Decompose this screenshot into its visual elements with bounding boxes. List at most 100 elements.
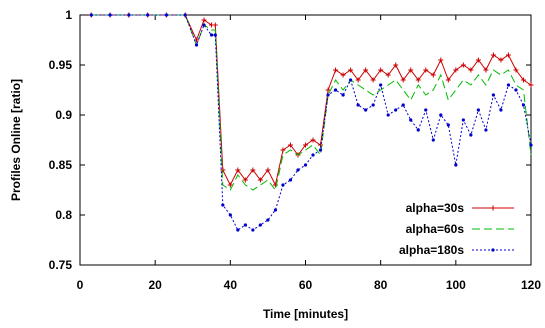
series-3-point <box>266 218 270 222</box>
series-3-point <box>258 223 262 227</box>
series-3-point <box>183 13 187 17</box>
series-3-point <box>356 103 360 107</box>
series-3-point <box>202 23 206 27</box>
series-1-point <box>490 52 496 58</box>
series-3-point <box>431 138 435 142</box>
x-tick-label: 80 <box>374 278 388 292</box>
y-axis: 0.75 0.8 0.85 0.9 0.95 1 <box>49 8 531 272</box>
series-1-point <box>242 177 248 183</box>
series-3-point <box>439 113 443 117</box>
series-1-point <box>505 52 511 58</box>
series-1-point <box>287 142 293 148</box>
series-1-point <box>415 77 421 83</box>
series-1-point <box>348 67 354 73</box>
series-3-point <box>127 13 131 17</box>
legend-label: alpha=180s <box>399 243 464 257</box>
series-1-point <box>333 67 339 73</box>
series-3-point <box>424 108 428 112</box>
y-tick-label: 0.95 <box>49 58 73 72</box>
series-3-point <box>296 168 300 172</box>
series-3-point <box>394 108 398 112</box>
series-3-point <box>371 103 375 107</box>
series-3-point <box>521 103 526 107</box>
series-line <box>91 14 532 187</box>
series-3-point <box>333 88 338 92</box>
series-3-point <box>209 33 214 37</box>
series-1-point <box>355 77 361 83</box>
x-tick-label: 120 <box>521 278 541 292</box>
series-3-point <box>364 108 368 112</box>
x-tick-label: 100 <box>446 278 466 292</box>
series-layer <box>88 12 534 232</box>
series-3-point <box>146 13 150 17</box>
series-1-point <box>235 167 241 173</box>
series-3-point <box>349 78 353 82</box>
series-3-point <box>506 83 511 87</box>
series-3-point <box>243 223 247 227</box>
series-1-point <box>212 22 218 28</box>
series-1-point <box>265 167 271 173</box>
series-3-point <box>491 93 496 97</box>
series-3-point <box>476 108 480 112</box>
series-1-point <box>385 72 391 78</box>
x-tick-label: 20 <box>148 278 162 292</box>
series-1-point <box>520 77 526 83</box>
series-3-point <box>446 123 450 127</box>
series-3-point <box>318 148 323 152</box>
series-line <box>91 14 532 231</box>
series-1-point <box>280 147 286 153</box>
series-1-point <box>438 57 444 63</box>
series-1-point <box>340 72 346 78</box>
series-3-point <box>379 83 383 87</box>
series-1-point <box>363 67 369 73</box>
series-3-point <box>386 113 390 117</box>
x-tick-label: 0 <box>77 278 84 292</box>
y-tick-label: 0.85 <box>49 158 73 172</box>
series-3-point <box>288 178 293 182</box>
y-axis-title: Profiles Online [ratio] <box>9 79 23 201</box>
series-1-point <box>468 67 474 73</box>
series-1-point <box>400 77 406 83</box>
series-1-point <box>430 72 436 78</box>
series-3-point <box>273 208 278 212</box>
series-3-point <box>341 93 345 97</box>
series-3-point <box>194 43 199 47</box>
series-1-point <box>303 142 308 148</box>
series-1-point <box>528 82 534 88</box>
series-1-point <box>393 62 399 68</box>
series-3-point <box>236 228 240 232</box>
x-tick-label: 60 <box>299 278 313 292</box>
y-tick-label: 0.75 <box>49 258 73 272</box>
series-3-point <box>461 118 465 122</box>
series-3-point <box>514 88 518 92</box>
series-1-point <box>201 17 207 23</box>
series-1-point <box>378 67 384 73</box>
series-1-point <box>445 77 451 83</box>
series-2 <box>91 14 532 192</box>
series-1-point <box>310 137 316 143</box>
series-3-point <box>499 108 503 112</box>
legend-label: alpha=30s <box>406 201 465 215</box>
series-3-point <box>416 128 420 132</box>
legend-1-point <box>490 205 496 211</box>
series-3-point <box>164 13 169 17</box>
series-1 <box>88 12 534 188</box>
y-tick-label: 0.8 <box>55 208 72 222</box>
series-3-point <box>454 163 458 167</box>
series-3-point <box>484 128 488 132</box>
series-1-point <box>220 167 226 173</box>
legend: alpha=30s alpha=60s alpha=180s <box>399 201 514 257</box>
series-1-point <box>423 67 429 73</box>
series-3-point <box>281 183 285 187</box>
series-1-point <box>272 182 278 188</box>
series-3-point <box>409 118 413 122</box>
series-3 <box>89 13 533 232</box>
series-1-point <box>370 77 376 83</box>
series-1-point <box>460 62 466 68</box>
legend-3-point <box>491 248 495 252</box>
x-axis: 0 20 40 60 80 100 120 <box>77 15 541 292</box>
series-1-point <box>475 57 481 63</box>
x-tick-label: 40 <box>224 278 238 292</box>
series-1-point <box>257 177 263 183</box>
